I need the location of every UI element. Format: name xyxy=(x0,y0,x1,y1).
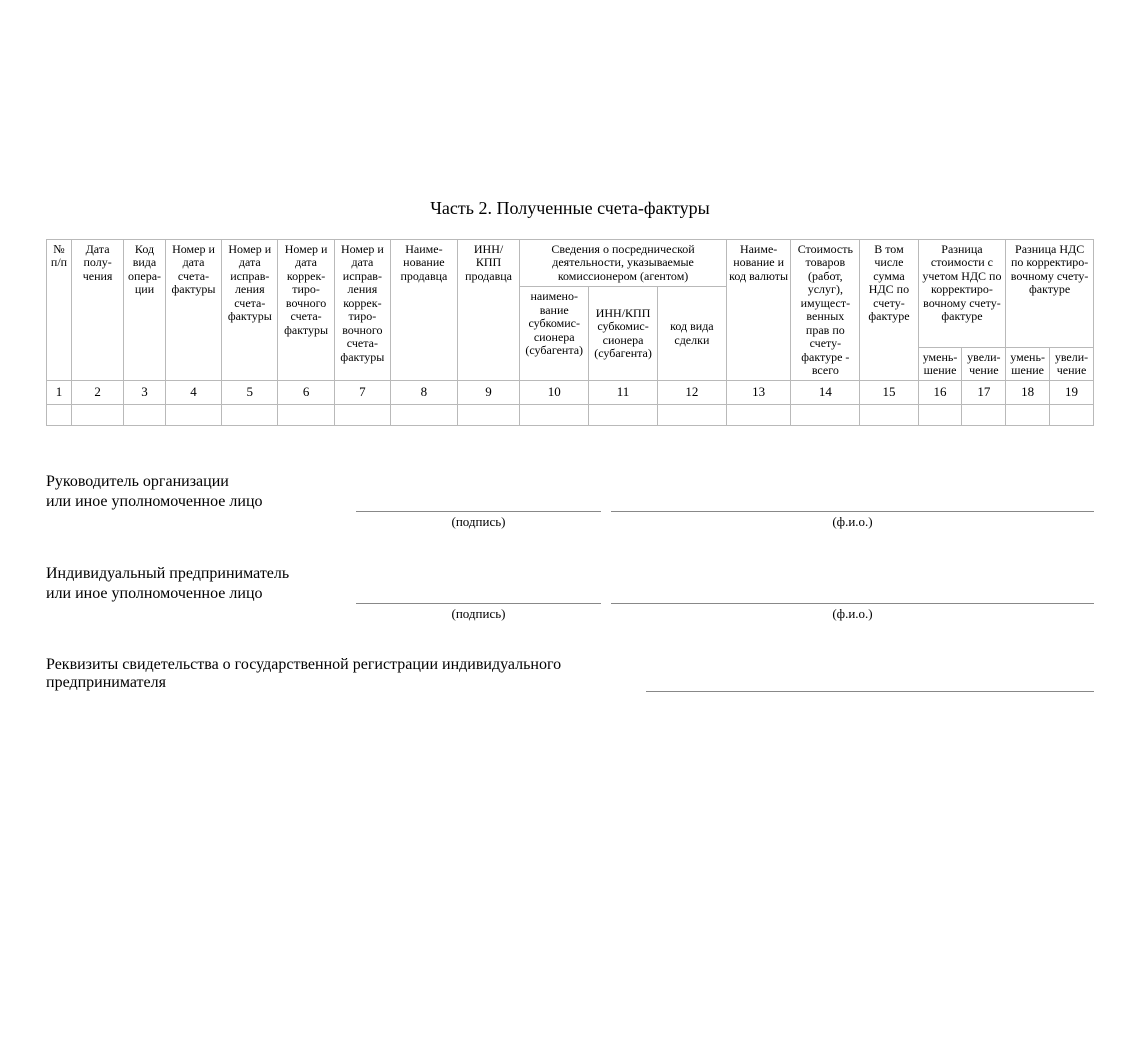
col-header: умень­шение xyxy=(918,347,962,381)
col-number: 4 xyxy=(165,381,221,405)
signature-label: Руководитель организации или иное уполно… xyxy=(46,472,356,512)
invoice-table: № п/п Дата полу­чения Код вида опера­ции… xyxy=(46,239,1094,426)
col-number: 5 xyxy=(222,381,278,405)
signature-line xyxy=(356,497,601,512)
cell xyxy=(918,404,962,425)
signature-label-line: Индивидуальный предприниматель xyxy=(46,565,289,582)
col-header: № п/п xyxy=(47,240,72,381)
col-header: Код вида опера­ции xyxy=(124,240,166,381)
col-number: 2 xyxy=(72,381,124,405)
col-header: Номер и дата счета-фактуры xyxy=(165,240,221,381)
col-number: 7 xyxy=(334,381,390,405)
col-header: Номер и дата исправ­ления счета-фактуры xyxy=(222,240,278,381)
spacer xyxy=(46,514,356,530)
cell xyxy=(657,404,726,425)
cell xyxy=(1050,404,1094,425)
section-title: Часть 2. Полученные счета-фактуры xyxy=(46,198,1094,219)
signature-label-line: или иное уполномоченное лицо xyxy=(46,493,263,510)
col-header: увели­чение xyxy=(1050,347,1094,381)
signature-line xyxy=(356,589,601,604)
fio-line xyxy=(611,497,1094,512)
column-number-row: 1 2 3 4 5 6 7 8 9 10 11 12 13 14 15 16 1… xyxy=(47,381,1094,405)
cell xyxy=(47,404,72,425)
requisites-row: Реквизиты свидетельства о государственно… xyxy=(46,656,1094,692)
signature-label: Индивидуальный предприниматель или иное … xyxy=(46,564,356,604)
col-header: Номер и дата коррек­тиро­вочного счета-ф… xyxy=(278,240,334,381)
cell xyxy=(520,404,589,425)
col-number: 3 xyxy=(124,381,166,405)
requisites-line xyxy=(646,677,1094,692)
col-header: код вида сделки xyxy=(657,287,726,381)
signature-captions: (подпись) (ф.и.о.) xyxy=(46,606,1094,622)
cell xyxy=(457,404,520,425)
fio-caption: (ф.и.о.) xyxy=(611,606,1094,622)
fio-caption: (ф.и.о.) xyxy=(611,514,1094,530)
signature-block-ip: Индивидуальный предприниматель или иное … xyxy=(46,564,1094,622)
col-header: увели­чение xyxy=(962,347,1006,381)
col-number: 15 xyxy=(860,381,918,405)
col-header: ИНН/ КПП продавца xyxy=(457,240,520,381)
col-header: наимено­вание субкомис­сионера (субагент… xyxy=(520,287,589,381)
requisites-label: Реквизиты свидетельства о государственно… xyxy=(46,656,646,692)
cell xyxy=(726,404,791,425)
col-header: Наиме­нование и код валюты xyxy=(726,240,791,381)
col-header: Дата полу­чения xyxy=(72,240,124,381)
col-number: 18 xyxy=(1006,381,1050,405)
col-header-group: Разница стоимости с учетом НДС по коррек… xyxy=(918,240,1006,348)
cell xyxy=(391,404,458,425)
col-header: Стоимость товаров (работ, услуг), имущес… xyxy=(791,240,860,381)
cell xyxy=(72,404,124,425)
signature-captions: (подпись) (ф.и.о.) xyxy=(46,514,1094,530)
col-number: 19 xyxy=(1050,381,1094,405)
cell xyxy=(165,404,221,425)
cell xyxy=(124,404,166,425)
cell xyxy=(791,404,860,425)
table-row xyxy=(47,404,1094,425)
col-header-group: Разница НДС по корректиро­вочному счету-… xyxy=(1006,240,1094,348)
cell xyxy=(860,404,918,425)
signature-block-org: Руководитель организации или иное уполно… xyxy=(46,472,1094,530)
col-header: ИНН/КПП субкомис­сионера (субагента) xyxy=(589,287,658,381)
signature-label-line: или иное уполномоченное лицо xyxy=(46,585,263,602)
col-number: 16 xyxy=(918,381,962,405)
col-number: 1 xyxy=(47,381,72,405)
signature-caption: (подпись) xyxy=(356,606,601,622)
spacer xyxy=(601,606,611,622)
col-header: Номер и дата исправ­ления коррек­тиро­во… xyxy=(334,240,390,381)
col-number: 14 xyxy=(791,381,860,405)
spacer xyxy=(46,606,356,622)
table-header: № п/п Дата полу­чения Код вида опера­ции… xyxy=(47,240,1094,381)
col-number: 12 xyxy=(657,381,726,405)
document-page: Часть 2. Полученные счета-фактуры № п/п … xyxy=(0,198,1140,692)
cell xyxy=(589,404,658,425)
fio-line xyxy=(611,589,1094,604)
col-number: 13 xyxy=(726,381,791,405)
col-header: умень­шение xyxy=(1006,347,1050,381)
cell xyxy=(962,404,1006,425)
col-number: 10 xyxy=(520,381,589,405)
spacer xyxy=(601,514,611,530)
col-header: Наиме­нование продавца xyxy=(391,240,458,381)
signature-caption: (подпись) xyxy=(356,514,601,530)
cell xyxy=(334,404,390,425)
cell xyxy=(222,404,278,425)
signature-label-line: Руководитель организации xyxy=(46,473,229,490)
col-number: 17 xyxy=(962,381,1006,405)
col-header-group: Сведения о посреднической деятельности, … xyxy=(520,240,726,287)
col-number: 11 xyxy=(589,381,658,405)
cell xyxy=(278,404,334,425)
col-header: В том числе сумма НДС по счету-фактуре xyxy=(860,240,918,381)
col-number: 8 xyxy=(391,381,458,405)
col-number: 6 xyxy=(278,381,334,405)
cell xyxy=(1006,404,1050,425)
col-number: 9 xyxy=(457,381,520,405)
